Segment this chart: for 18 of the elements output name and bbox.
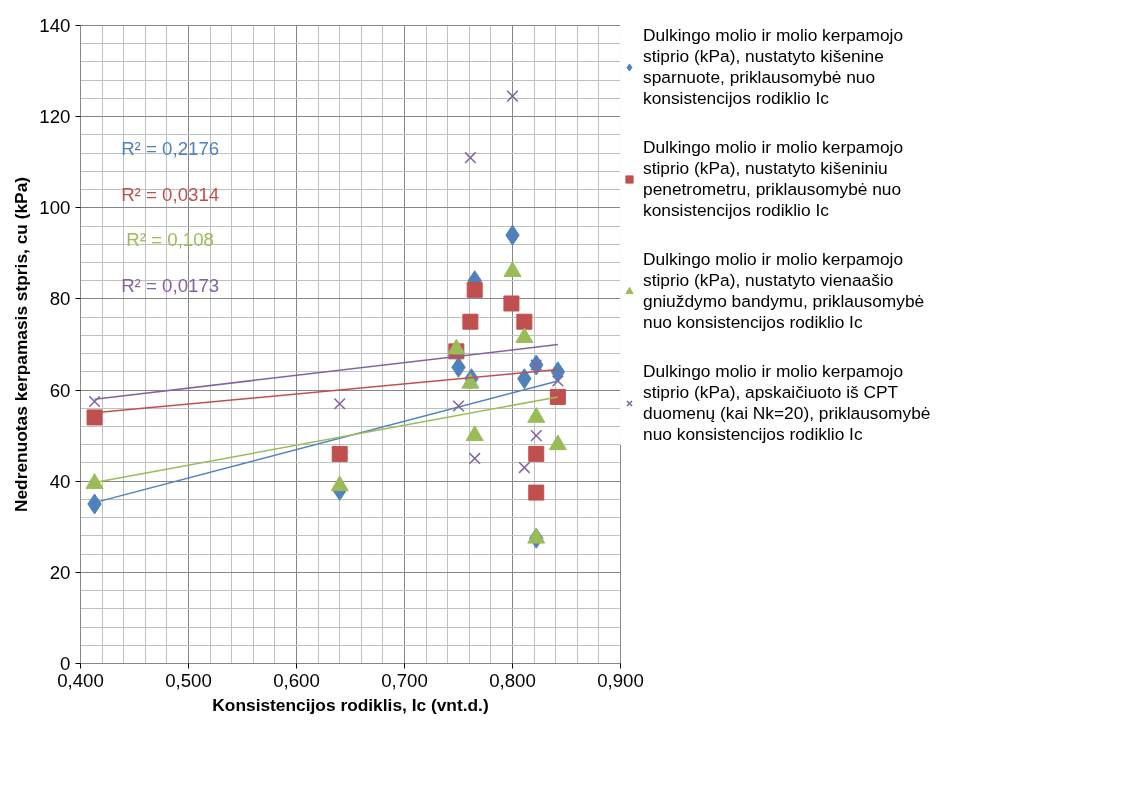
x-axis-title: Konsistencijos rodiklis, Ic (vnt.d.) bbox=[212, 694, 489, 715]
x-tick-label: 0,600 bbox=[273, 669, 320, 691]
y-tick-label: 140 bbox=[39, 15, 71, 36]
y-tick-label: 80 bbox=[49, 288, 71, 310]
y-axis-title: Nedrenuotas kerpamasis stpris, cu (kPa) bbox=[11, 176, 32, 513]
y-tick-label: 100 bbox=[39, 197, 71, 219]
x-tick-label: 0,800 bbox=[489, 669, 536, 691]
legend-label: Dulkingo molio ir molio kerpamojo stiprio (kPa), nustatyto vienaašio gniuždymo bandymu, priklausomybė nuo konsistencijos rodiklio Ic bbox=[643, 249, 925, 333]
x-tick-label: 0,500 bbox=[165, 669, 212, 691]
y-tick-label: 60 bbox=[49, 379, 71, 401]
legend-label: Dulkingo molio ir molio kerpamojo stiprio (kPa), apskaičiuoto iš CPT duomenų (kai Nk=20), priklausomybė nuo konsistencijos rodiklio Ic bbox=[643, 361, 931, 445]
y-tick-label: 20 bbox=[49, 561, 71, 583]
legend-label: Dulkingo molio ir molio kerpamojo stiprio (kPa), nustatyto kišeniniu penetrometru, priklausomybė nuo konsistencijos rodiklio Ic bbox=[643, 137, 904, 221]
y-tick-label: 40 bbox=[49, 470, 71, 492]
x-tick-label: 0,900 bbox=[597, 669, 644, 691]
x-tick-label: 0,700 bbox=[381, 669, 428, 691]
y-tick-label: 120 bbox=[39, 106, 71, 128]
legend-label: Dulkingo molio ir molio kerpamojo stiprio (kPa), nustatyto kišenine sparnuote, priklausomybė nuo konsistencijos rodiklio Ic bbox=[643, 25, 904, 109]
